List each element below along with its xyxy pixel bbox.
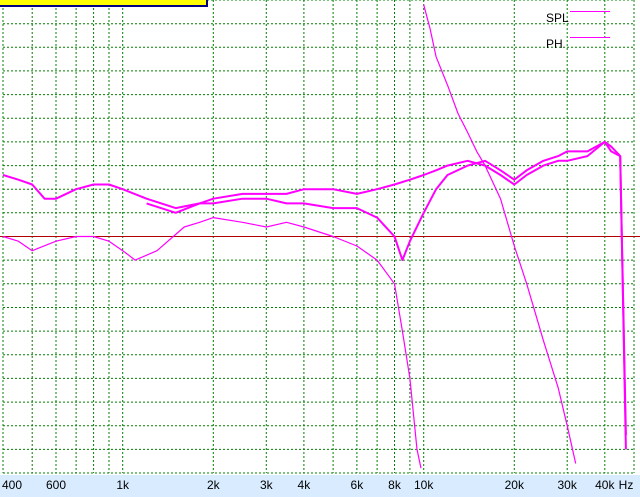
legend-ph-label: PH <box>546 37 563 51</box>
x-tick-label: 30k <box>557 478 577 492</box>
legend-spl-label: SPL <box>546 11 569 25</box>
x-tick-label: 40k <box>595 478 615 492</box>
legend-spl-swatch <box>570 11 610 12</box>
series-line-ph <box>2 217 422 469</box>
x-tick-label: 4k <box>297 478 311 492</box>
x-tick-label: 8k <box>388 478 401 492</box>
x-tick-label: 400 <box>1 478 23 492</box>
x-tick-label: 2k <box>206 478 220 492</box>
x-tick-label: 20k <box>504 478 524 492</box>
x-tick-label: 3k <box>259 478 273 492</box>
legend: SPL PH <box>546 6 616 52</box>
series-line-ph-2 <box>423 4 577 464</box>
x-axis-bar <box>0 475 640 497</box>
x-tick-label: 6k <box>350 478 364 492</box>
x-axis-unit-label: Hz <box>618 478 634 492</box>
plot-area <box>0 0 640 475</box>
series-layer <box>2 4 627 469</box>
series-line-spl-2 <box>146 140 627 450</box>
x-tick-label: 10k <box>414 478 434 492</box>
x-tick-label: 600 <box>45 478 67 492</box>
x-tick-label: 1k <box>116 478 130 492</box>
title-strip <box>0 0 208 7</box>
series-line-spl <box>2 140 627 436</box>
legend-ph-swatch <box>570 37 610 38</box>
